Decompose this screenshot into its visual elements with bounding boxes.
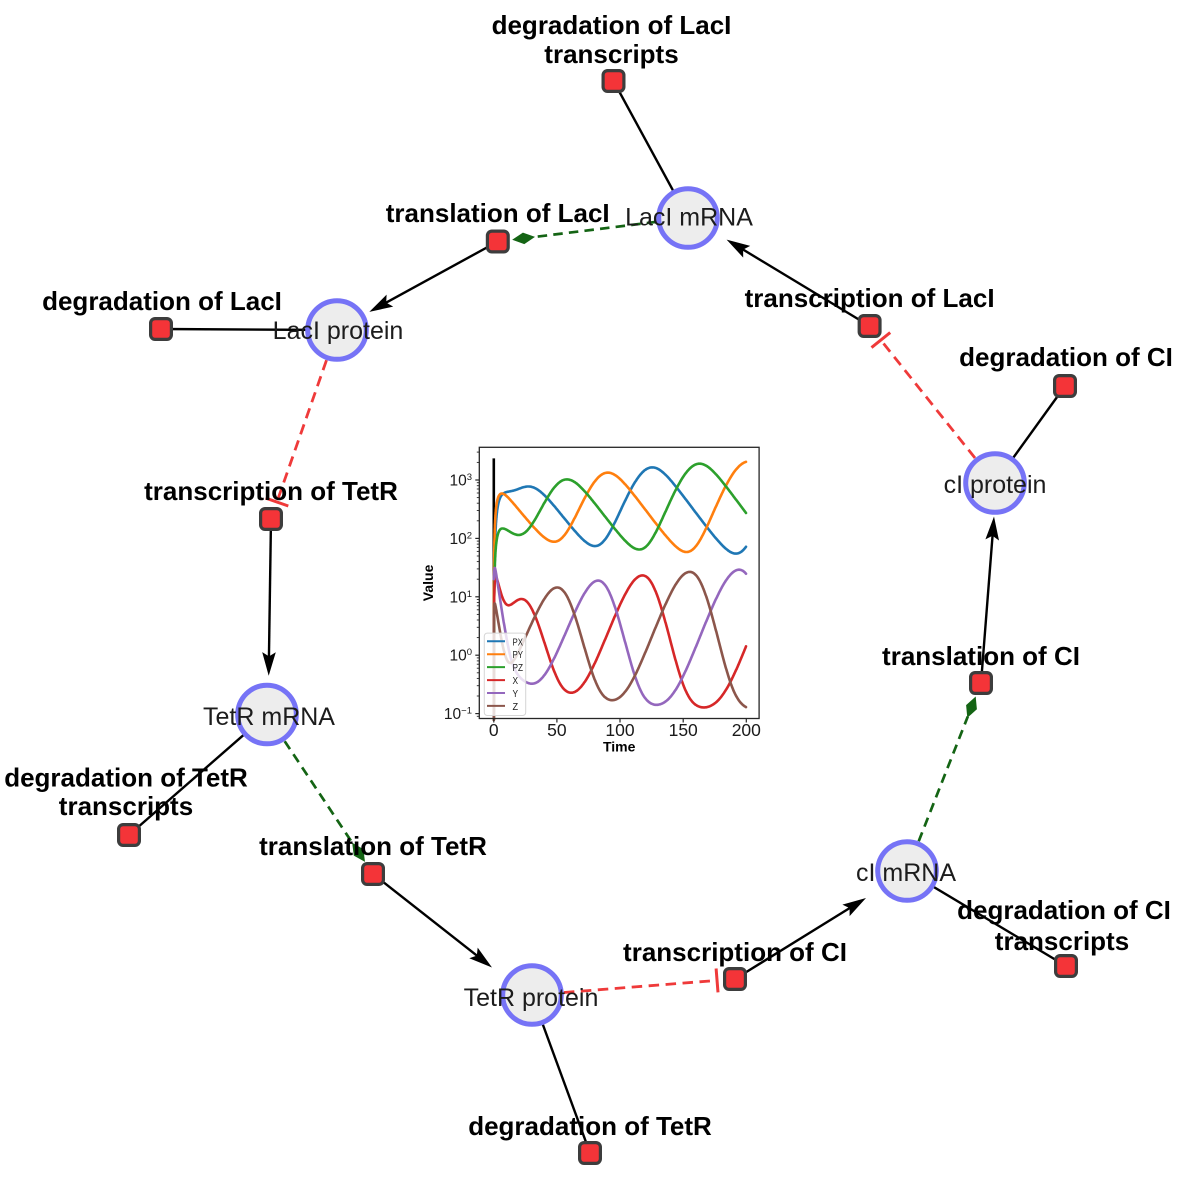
svg-text:PX: PX [513, 636, 524, 648]
svg-text:degradation of LacI: degradation of LacI [492, 10, 732, 40]
svg-text:100: 100 [449, 647, 472, 665]
svg-text:103: 103 [449, 472, 472, 490]
svg-text:Value: Value [420, 564, 436, 601]
svg-text:cI mRNA: cI mRNA [856, 859, 956, 887]
svg-text:transcripts: transcripts [59, 791, 193, 821]
svg-text:PY: PY [513, 649, 524, 661]
svg-text:degradation of CI: degradation of CI [957, 895, 1171, 925]
svg-text:transcription of TetR: transcription of TetR [144, 476, 398, 506]
svg-text:PZ: PZ [513, 662, 524, 674]
svg-text:0: 0 [489, 720, 499, 740]
svg-text:100: 100 [605, 720, 634, 740]
svg-text:degradation of TetR: degradation of TetR [468, 1111, 712, 1141]
svg-text:Z: Z [513, 701, 519, 713]
svg-text:translation of LacI: translation of LacI [386, 198, 610, 228]
svg-text:LacI protein: LacI protein [273, 317, 404, 345]
svg-text:TetR mRNA: TetR mRNA [203, 703, 335, 731]
svg-text:200: 200 [732, 720, 761, 740]
svg-text:X: X [513, 675, 519, 687]
svg-text:LacI mRNA: LacI mRNA [625, 204, 753, 232]
svg-text:101: 101 [449, 589, 472, 607]
svg-text:transcription of LacI: transcription of LacI [745, 283, 995, 313]
svg-text:degradation of TetR: degradation of TetR [4, 763, 248, 793]
svg-text:transcription of CI: transcription of CI [623, 937, 847, 967]
svg-text:degradation of LacI: degradation of LacI [42, 286, 282, 316]
svg-text:translation of CI: translation of CI [882, 641, 1080, 671]
svg-text:TetR protein: TetR protein [464, 984, 599, 1012]
svg-text:150: 150 [669, 720, 698, 740]
svg-text:transcripts: transcripts [995, 926, 1129, 956]
svg-text:degradation of CI: degradation of CI [959, 342, 1173, 372]
svg-text:50: 50 [547, 720, 567, 740]
svg-text:translation of TetR: translation of TetR [259, 831, 487, 861]
svg-text:Y: Y [513, 688, 519, 700]
svg-text:Time: Time [603, 739, 636, 755]
svg-text:cI protein: cI protein [944, 471, 1047, 499]
svg-text:transcripts: transcripts [544, 39, 678, 69]
svg-text:102: 102 [449, 530, 472, 548]
